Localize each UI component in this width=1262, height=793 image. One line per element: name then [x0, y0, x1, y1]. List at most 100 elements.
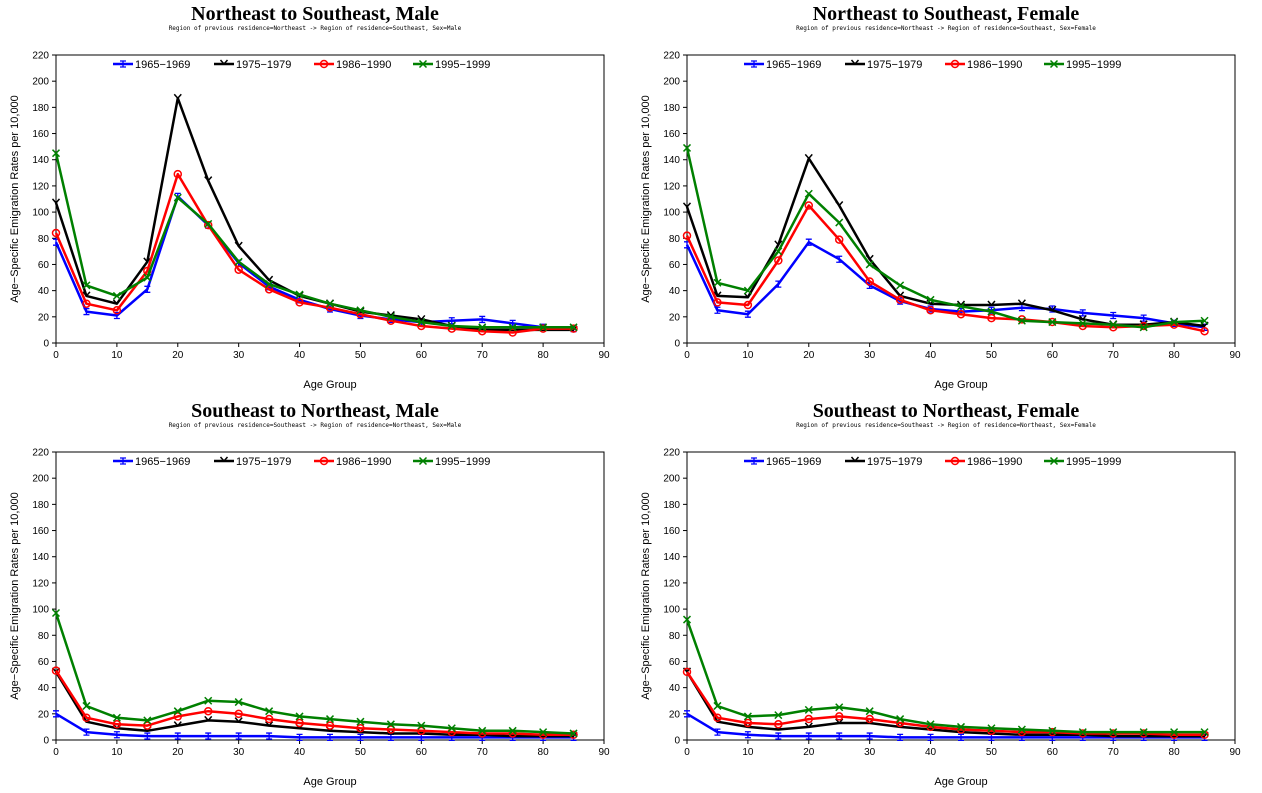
series-line-1995-1999 [54, 152, 574, 329]
y-tick-label: 60 [38, 657, 50, 668]
y-tick-label: 40 [38, 683, 50, 694]
data-point-1986-1990-55 [386, 725, 396, 734]
data-point-1995-1999-25 [835, 703, 844, 712]
x-tick-label: 80 [538, 747, 550, 758]
data-point-1986-1990-75 [1139, 729, 1148, 738]
y-tick-label: 140 [32, 155, 49, 166]
legend-marker-1995-1999 [1049, 456, 1059, 466]
data-point-1995-1999-5 [82, 701, 91, 710]
series-line-1965-1969 [685, 240, 1205, 329]
data-point-1975-1979-25 [204, 715, 213, 722]
data-point-1965-1969-40 [296, 733, 303, 742]
data-point-1965-1969-15 [144, 732, 151, 740]
y-tick-label: 220 [32, 448, 49, 459]
x-tick-label: 70 [1108, 350, 1120, 361]
plot-frame [686, 451, 1236, 741]
y-tick-label: 200 [663, 474, 680, 485]
y-tick-label: 180 [663, 103, 680, 114]
x-tick-label: 60 [416, 747, 428, 758]
data-point-1975-1979-10 [743, 292, 752, 299]
data-point-1965-1969-5 [714, 728, 721, 736]
y-tick-label: 0 [674, 736, 680, 747]
legend-label-1995-1999: 1995−1999 [1066, 456, 1121, 468]
y-tick-label: 20 [669, 709, 681, 720]
data-point-1995-1999-50 [987, 724, 996, 733]
y-tick-label: 200 [663, 77, 680, 88]
data-point-1965-1969-5 [83, 728, 90, 736]
data-point-1995-1999-25 [835, 218, 844, 227]
data-point-1965-1969-0 [53, 710, 59, 718]
x-axis-label: Age Group [303, 776, 356, 788]
y-tick-label: 40 [669, 286, 681, 297]
data-point-1995-1999-70 [478, 323, 487, 332]
legend-marker-1986-1990 [319, 456, 329, 466]
series-line-1965-1969 [686, 712, 1205, 739]
data-point-1995-1999-40 [926, 295, 935, 304]
data-point-1986-1990-5 [713, 713, 722, 722]
data-point-1995-1999-40 [295, 712, 304, 721]
x-tick-label: 10 [742, 747, 754, 758]
data-point-1986-1990-20 [173, 169, 183, 179]
data-point-1965-1969-70 [1110, 311, 1117, 320]
x-tick-label: 70 [1108, 747, 1120, 758]
data-point-1995-1999-65 [447, 321, 456, 331]
data-point-1975-1979-25 [204, 176, 213, 182]
data-point-1986-1990-85 [1200, 326, 1209, 336]
chart-panel-ne-to-se-male: Northeast to Southeast, Male Region of pr… [0, 0, 631, 396]
x-tick-label: 40 [294, 350, 306, 361]
y-tick-label: 160 [32, 526, 49, 537]
series-1965-1969 [53, 192, 577, 333]
x-tick-label: 0 [684, 350, 690, 361]
data-point-1965-1969-45 [958, 733, 964, 742]
data-point-1986-1990-10 [112, 720, 122, 729]
data-point-1986-1990-25 [203, 220, 213, 230]
y-tick-label: 40 [669, 683, 681, 694]
legend-label-1995-1999: 1995−1999 [435, 59, 490, 71]
legend-label-1986-1990: 1986−1990 [336, 59, 391, 71]
data-point-1965-1969-10 [744, 310, 751, 318]
data-point-1995-1999-35 [896, 281, 905, 290]
x-axis-label: Age Group [934, 379, 987, 391]
data-point-1986-1990-75 [508, 328, 517, 337]
x-tick-label: 10 [111, 747, 123, 758]
legend-label-1995-1999: 1995−1999 [1066, 59, 1121, 71]
y-tick-label: 0 [674, 339, 680, 350]
y-tick-label: 120 [32, 578, 49, 589]
legend-label-1965-1969: 1965−1969 [766, 456, 821, 468]
y-axis-label: Age−Specific Emigration Rates per 10,000 [640, 95, 652, 303]
series-line-1975-1979 [54, 96, 574, 332]
data-point-1965-1969-20 [174, 732, 181, 740]
legend-marker-1965-1969 [751, 457, 757, 465]
data-point-1986-1990-30 [865, 714, 874, 724]
data-point-1975-1979-15 [774, 240, 783, 246]
chart-subtitle: Region of previous residence=Northeast -… [169, 25, 462, 32]
x-tick-label: 90 [1229, 747, 1241, 758]
data-point-1965-1969-10 [113, 731, 120, 739]
data-point-1986-1990-5 [713, 298, 722, 307]
data-point-1995-1999-75 [1139, 728, 1148, 737]
data-point-1975-1979-35 [265, 721, 274, 727]
data-point-1995-1999-25 [204, 219, 213, 228]
data-point-1995-1999-55 [1017, 316, 1026, 325]
y-tick-label: 180 [32, 500, 49, 511]
y-tick-label: 100 [32, 605, 49, 616]
chart-subtitle: Region of previous residence=Southeast -… [169, 422, 462, 429]
data-point-1995-1999-30 [865, 707, 874, 716]
data-point-1995-1999-70 [1109, 320, 1118, 329]
chart-panel-se-to-ne-male: Southeast to Northeast, Male Region of pr… [0, 397, 631, 793]
data-point-1986-1990-20 [173, 712, 183, 721]
y-tick-label: 200 [32, 474, 49, 485]
data-point-1986-1990-35 [895, 295, 905, 305]
data-point-1995-1999-80 [539, 728, 548, 737]
data-point-1995-1999-65 [447, 724, 456, 733]
data-point-1975-1979-5 [82, 291, 91, 298]
data-point-1995-1999-85 [1200, 316, 1209, 325]
series-1995-1999 [682, 615, 1209, 737]
plot-frame [686, 54, 1236, 344]
data-point-1965-1969-30 [235, 732, 242, 740]
legend-label-1986-1990: 1986−1990 [967, 456, 1022, 468]
data-point-1995-1999-55 [386, 720, 395, 729]
data-point-1995-1999-0 [682, 143, 692, 152]
data-point-1965-1969-50 [357, 733, 364, 742]
